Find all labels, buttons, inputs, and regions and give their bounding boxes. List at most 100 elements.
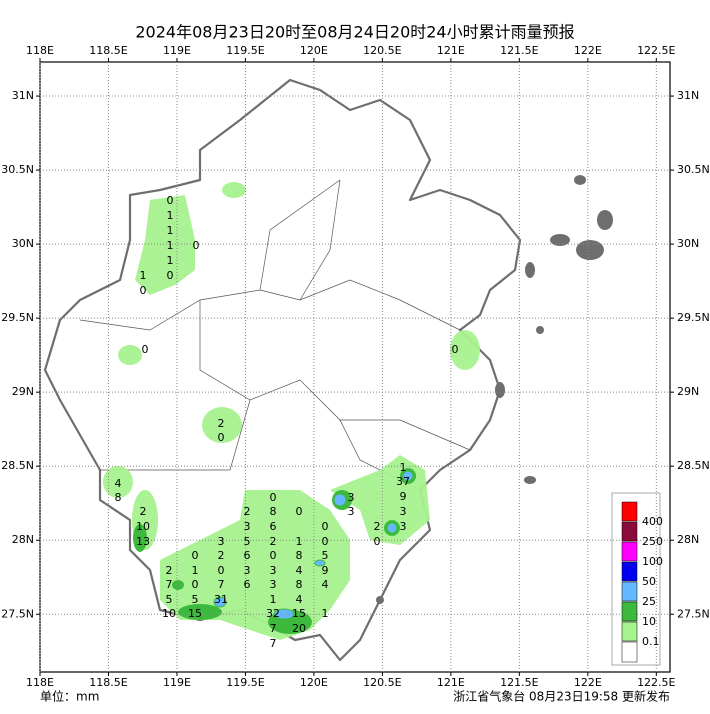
x-tick-label: 118.5E (89, 676, 127, 689)
station-value: 32 (266, 607, 280, 620)
station-value: 1 (167, 209, 174, 222)
x-tick-label: 121E (437, 676, 465, 689)
x-tick-label: 122.5E (637, 676, 675, 689)
station-value: 0 (374, 535, 381, 548)
legend-label: 250 (642, 535, 663, 548)
x-tick-label: 121.5E (500, 44, 538, 57)
station-value: 5 (166, 593, 173, 606)
station-value: 0 (296, 505, 303, 518)
y-tick-label: 29N (12, 385, 34, 398)
x-tick-label: 120E (300, 676, 328, 689)
station-value: 3 (400, 505, 407, 518)
station-value: 2 (166, 564, 173, 577)
station-value: 0 (192, 549, 199, 562)
islands (376, 175, 613, 604)
map-title: 2024年08月23日20时至08月24日20时24小时累计雨量预报 (135, 23, 574, 42)
station-value: 7 (166, 578, 173, 591)
unit-label: 单位：mm (40, 689, 99, 704)
station-value: 5 (244, 535, 251, 548)
y-tick-label: 28N (12, 533, 34, 546)
legend-label: 10 (642, 615, 656, 628)
legend-swatch (621, 601, 638, 622)
x-tick-label: 120.5E (363, 676, 401, 689)
station-value: 0 (218, 431, 225, 444)
legend-swatch (621, 501, 638, 522)
station-value: 4 (296, 593, 303, 606)
y-tick-label: 30N (677, 237, 699, 250)
station-value: 3 (348, 491, 355, 504)
station-value: 0 (167, 269, 174, 282)
station-value: 4 (322, 578, 329, 591)
x-tick-label: 122E (574, 676, 602, 689)
station-value: 0 (167, 194, 174, 207)
station-value: 1 (192, 564, 199, 577)
x-tick-label: 122E (574, 44, 602, 57)
legend-swatch (621, 641, 638, 663)
station-value: 0 (218, 564, 225, 577)
x-tick-label: 118E (26, 676, 54, 689)
x-tick-label: 118.5E (89, 44, 127, 57)
station-value: 7 (218, 578, 225, 591)
station-value: 2 (140, 505, 147, 518)
x-tick-label: 120.5E (363, 44, 401, 57)
station-value: 8 (296, 578, 303, 591)
station-value: 1 (167, 224, 174, 237)
x-tick-label: 121E (437, 44, 465, 57)
station-value: 0 (140, 284, 147, 297)
y-tick-label: 31N (12, 89, 34, 102)
station-value: 6 (244, 578, 251, 591)
station-value: 0 (322, 520, 329, 533)
legend-label: 400 (642, 515, 663, 528)
station-value: 1 (296, 535, 303, 548)
y-tick-label: 28N (677, 533, 699, 546)
y-tick-label: 30.5N (1, 163, 34, 176)
y-tick-label: 28.5N (1, 459, 34, 472)
station-value: 9 (322, 564, 329, 577)
y-tick-label: 31N (677, 89, 699, 102)
map-frame (39, 61, 671, 673)
station-value: 6 (244, 549, 251, 562)
station-value: 1 (140, 269, 147, 282)
rain-area-light (103, 182, 480, 640)
y-tick-label: 29.5N (677, 311, 710, 324)
station-value: 8 (115, 491, 122, 504)
footer: 浙江省气象台 08月23日19:58 更新发布 (453, 689, 670, 704)
station-value: 37 (396, 475, 410, 488)
station-value: 6 (270, 520, 277, 533)
station-value: 2 (374, 520, 381, 533)
station-value: 4 (296, 564, 303, 577)
station-value: 9 (400, 490, 407, 503)
station-value: 2 (218, 417, 225, 430)
station-value: 4 (115, 477, 122, 490)
y-tick-label: 27.5N (1, 607, 34, 620)
station-value: 8 (296, 549, 303, 562)
x-tick-label: 118E (26, 44, 54, 57)
station-value: 0 (142, 343, 149, 356)
station-value: 20 (292, 622, 306, 635)
station-value: 2 (218, 549, 225, 562)
station-value: 5 (322, 549, 329, 562)
y-tick-label: 29.5N (1, 311, 34, 324)
legend-label: 0.1 (642, 635, 660, 648)
station-value: 0 (192, 578, 199, 591)
station-value: 7 (270, 622, 277, 635)
station-value: 0 (270, 549, 277, 562)
y-tick-label: 30N (12, 237, 34, 250)
x-tick-label: 122.5E (637, 44, 675, 57)
station-value: 31 (214, 593, 228, 606)
city-boundaries (79, 179, 471, 491)
station-value: 3 (270, 564, 277, 577)
y-tick-label: 29N (677, 385, 699, 398)
station-value: 8 (270, 505, 277, 518)
station-value: 3 (348, 505, 355, 518)
y-tick-label: 28.5N (677, 459, 710, 472)
station-value: 3 (244, 564, 251, 577)
station-value: 1 (167, 239, 174, 252)
station-value: 15 (188, 607, 202, 620)
x-tick-label: 119E (163, 44, 191, 57)
station-value: 1 (270, 593, 277, 606)
legend-label: 100 (642, 555, 663, 568)
station-value: 3 (270, 578, 277, 591)
legend-swatch (621, 621, 638, 642)
